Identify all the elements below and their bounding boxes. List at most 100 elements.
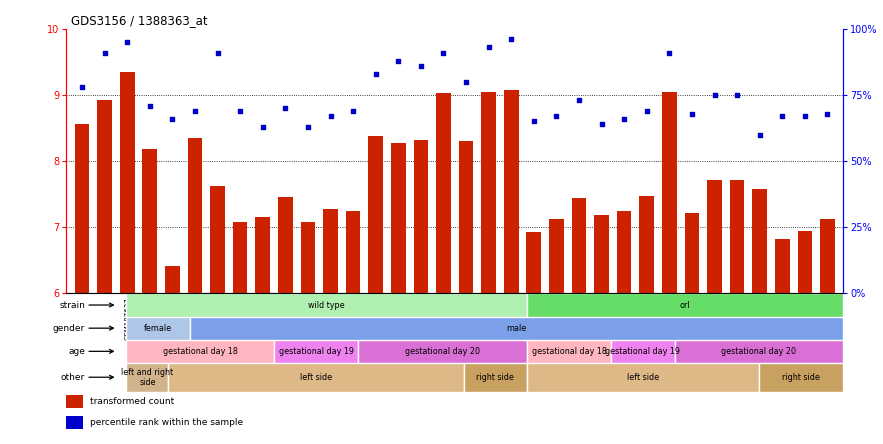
Text: gestational day 18: gestational day 18 [532,347,607,356]
Point [120,39,134,46]
Bar [775,239,789,293]
Bar [527,363,758,392]
Bar [120,72,134,293]
Point [188,107,202,115]
Bar [617,211,631,293]
Point [323,113,337,120]
Bar [66,395,83,408]
Bar [458,141,473,293]
Point [75,83,89,91]
Text: left side: left side [300,373,332,382]
Text: gestational day 19: gestational day 19 [606,347,681,356]
Bar [504,90,518,293]
Point [594,121,608,128]
Point [346,107,360,115]
Bar [126,293,527,317]
Bar [752,189,767,293]
Text: gender: gender [53,324,85,333]
Text: male: male [506,324,526,333]
Text: female: female [144,324,172,333]
Bar [611,340,675,363]
Bar [187,138,202,293]
Bar [594,215,609,293]
Point [639,107,653,115]
Point [97,49,111,56]
Bar [278,197,292,293]
Bar [729,180,744,293]
Bar [413,140,428,293]
Point [301,123,315,130]
Point [368,70,382,77]
Bar [255,218,270,293]
Text: gestational day 19: gestational day 19 [278,347,353,356]
Point [820,110,834,117]
Bar [165,266,180,293]
Point [752,131,766,138]
Bar [346,211,360,293]
Bar [571,198,586,293]
Text: right side: right side [782,373,820,382]
Text: gestational day 20: gestational day 20 [405,347,480,356]
Point [165,115,179,123]
Bar [684,213,699,293]
Bar [142,149,157,293]
Point [210,49,224,56]
Bar [75,124,89,293]
Bar [797,230,812,293]
Bar [126,317,190,340]
Bar [639,195,654,293]
Text: wild type: wild type [308,301,345,309]
Text: left and right
side: left and right side [121,368,173,387]
Bar [464,363,527,392]
Point [527,118,541,125]
Point [414,62,428,69]
Bar [126,363,169,392]
Bar [97,100,112,293]
Bar [300,222,315,293]
Text: percentile rank within the sample: percentile rank within the sample [89,418,243,427]
Bar [662,92,676,293]
Point [707,91,721,99]
Bar [707,180,722,293]
Bar [233,222,247,293]
Point [572,97,586,104]
Point [685,110,699,117]
Bar [758,363,843,392]
Point [436,49,450,56]
Text: left side: left side [627,373,659,382]
Bar [436,93,451,293]
Bar [126,340,274,363]
Point [549,113,563,120]
Bar [358,340,527,363]
Point [662,49,676,56]
Bar [526,232,541,293]
Point [504,36,518,43]
Point [391,57,405,64]
Bar [66,416,83,429]
Text: strain: strain [59,301,85,309]
Point [481,44,495,51]
Point [798,113,812,120]
Text: transformed count: transformed count [89,397,174,406]
Point [256,123,270,130]
Text: gestational day 20: gestational day 20 [721,347,796,356]
Point [617,115,631,123]
Bar [527,293,843,317]
Bar [527,340,611,363]
Bar [820,219,834,293]
Point [775,113,789,120]
Point [459,78,473,85]
Bar [323,209,338,293]
Point [233,107,247,115]
Bar [368,136,383,293]
Text: GDS3156 / 1388363_at: GDS3156 / 1388363_at [71,14,208,27]
Bar [274,340,358,363]
Text: age: age [68,347,85,356]
Point [143,102,157,109]
Point [278,105,292,112]
Bar [169,363,464,392]
Text: gestational day 18: gestational day 18 [162,347,238,356]
Bar [481,92,496,293]
Bar [391,143,405,293]
Bar [549,219,563,293]
